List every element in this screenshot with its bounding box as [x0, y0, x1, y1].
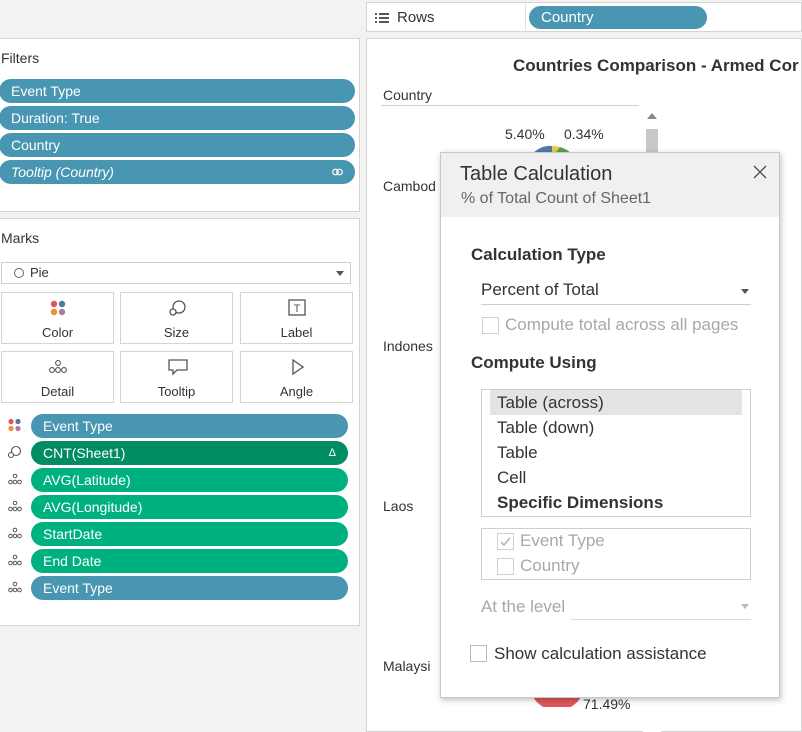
delta-icon: Δ — [328, 447, 336, 459]
filters-card: Filters Event Type Duration: True Countr… — [0, 38, 360, 212]
label-icon: T — [288, 299, 306, 316]
chevron-down-icon — [741, 289, 749, 294]
marks-field-avg-longitude[interactable]: AVG(Longitude) — [31, 495, 348, 519]
pie-icon — [14, 268, 24, 278]
tooltip-icon — [168, 359, 188, 376]
rows-label: Rows — [397, 9, 435, 26]
cnt-sheet1-label: CNT(Sheet1) — [43, 445, 126, 461]
dimension-checkbox-event-type[interactable] — [497, 533, 514, 550]
dialog-subtitle: % of Total Count of Sheet1 — [461, 190, 652, 207]
rows-divider — [525, 3, 526, 33]
chevron-down-icon — [336, 271, 344, 276]
compute-using-heading: Compute Using — [471, 353, 597, 372]
country-column-header: Country — [383, 87, 433, 103]
pie-label-top-left: 5.40% — [505, 126, 545, 142]
color-icon — [8, 418, 21, 432]
angle-icon — [292, 358, 305, 376]
filter-pill-tooltip-label: Tooltip (Country) — [11, 164, 114, 180]
mark-type-dropdown[interactable]: Pie — [1, 262, 351, 284]
marks-field-event-type-color[interactable]: Event Type — [31, 414, 348, 438]
compute-option-table-down[interactable]: Table (down) — [497, 418, 595, 437]
color-button[interactable]: Color — [1, 292, 114, 344]
filter-pill-tooltip-country[interactable]: Tooltip (Country) — [0, 160, 355, 184]
calculation-type-value: Percent of Total — [481, 280, 599, 299]
at-the-level-dropdown[interactable] — [571, 594, 751, 620]
filter-pill-event-type[interactable]: Event Type — [0, 79, 355, 103]
row-label-indonesia: Indones — [383, 338, 433, 354]
svg-text:T: T — [294, 303, 301, 315]
detail-button-label: Detail — [40, 384, 75, 399]
dialog-header: Table Calculation % of Total Count of Sh… — [441, 153, 779, 217]
compute-option-table-across[interactable]: Table (across) — [490, 390, 742, 415]
filter-pill-country[interactable]: Country — [0, 133, 355, 157]
header-divider — [381, 105, 639, 106]
dimension-checkbox-country[interactable] — [497, 558, 514, 575]
detail-icon — [8, 581, 22, 593]
marks-field-end-date[interactable]: End Date — [31, 549, 348, 573]
compute-option-cell[interactable]: Cell — [497, 468, 527, 487]
label-button-label: Label — [280, 325, 313, 340]
compute-across-pages-label: Compute total across all pages — [505, 315, 739, 334]
pie-label-bottom: 71.49% — [583, 696, 631, 712]
tooltip-button-label: Tooltip — [157, 384, 196, 399]
rows-icon — [375, 13, 389, 23]
checkmark-icon — [500, 537, 511, 547]
size-button[interactable]: Size — [120, 292, 233, 344]
filters-title: Filters — [1, 50, 40, 66]
pie-label-top-right: 0.34% — [564, 126, 604, 142]
calculation-type-dropdown[interactable]: Percent of Total — [481, 277, 751, 305]
rows-shelf: Rows Country — [366, 2, 802, 33]
size-icon — [169, 300, 186, 316]
table-calculation-dialog: Table Calculation % of Total Count of Sh… — [440, 152, 780, 698]
compute-option-table[interactable]: Table — [497, 443, 538, 462]
size-icon — [7, 445, 22, 459]
compute-using-list: Table (across) Table (down) Table Cell S… — [481, 389, 751, 517]
color-icon — [50, 300, 66, 316]
dimension-label-event-type: Event Type — [520, 531, 605, 550]
dialog-title: Table Calculation — [460, 163, 613, 185]
angle-button[interactable]: Angle — [240, 351, 353, 403]
marks-field-startdate[interactable]: StartDate — [31, 522, 348, 546]
row-label-cambodia: Cambod — [383, 178, 436, 194]
detail-icon — [8, 473, 22, 485]
marks-field-avg-latitude[interactable]: AVG(Latitude) — [31, 468, 348, 492]
marks-title: Marks — [1, 230, 40, 246]
pie-chart-malaysia[interactable] — [527, 697, 587, 707]
color-button-label: Color — [41, 325, 74, 340]
at-the-level-label: At the level — [481, 597, 566, 616]
size-button-label: Size — [163, 325, 190, 340]
compute-option-specific-dimensions[interactable]: Specific Dimensions — [497, 493, 664, 512]
show-assistance-checkbox[interactable] — [470, 645, 487, 662]
dimension-label-country: Country — [520, 556, 580, 575]
detail-button[interactable]: Detail — [1, 351, 114, 403]
show-assistance-label: Show calculation assistance — [494, 644, 707, 663]
detail-icon — [49, 360, 67, 373]
mark-type-value: Pie — [30, 265, 49, 280]
marks-field-cnt-sheet1[interactable]: CNT(Sheet1) Δ — [31, 441, 348, 465]
detail-icon — [8, 554, 22, 566]
marks-card: Marks Pie Color Size T Label — [0, 218, 360, 626]
chevron-down-icon — [741, 604, 749, 609]
tooltip-button[interactable]: Tooltip — [120, 351, 233, 403]
link-icon — [332, 168, 343, 176]
compute-across-pages-checkbox[interactable] — [482, 317, 499, 334]
view-title: Countries Comparison - Armed Cor — [513, 56, 799, 75]
specific-dimensions-box: Event Type Country — [481, 528, 751, 580]
detail-icon — [8, 500, 22, 512]
row-label-malaysia: Malaysi — [383, 658, 431, 674]
filter-pill-duration[interactable]: Duration: True — [0, 106, 355, 130]
close-icon[interactable] — [751, 163, 769, 181]
row-label-laos: Laos — [383, 498, 414, 514]
detail-icon — [8, 527, 22, 539]
left-top-strip — [0, 0, 360, 34]
marks-field-event-type-detail[interactable]: Event Type — [31, 576, 348, 600]
rows-pill-country[interactable]: Country — [529, 6, 707, 29]
calculation-type-heading: Calculation Type — [471, 245, 606, 264]
label-button[interactable]: T Label — [240, 292, 353, 344]
angle-button-label: Angle — [279, 384, 314, 399]
scroll-up-arrow-icon[interactable] — [647, 113, 657, 119]
